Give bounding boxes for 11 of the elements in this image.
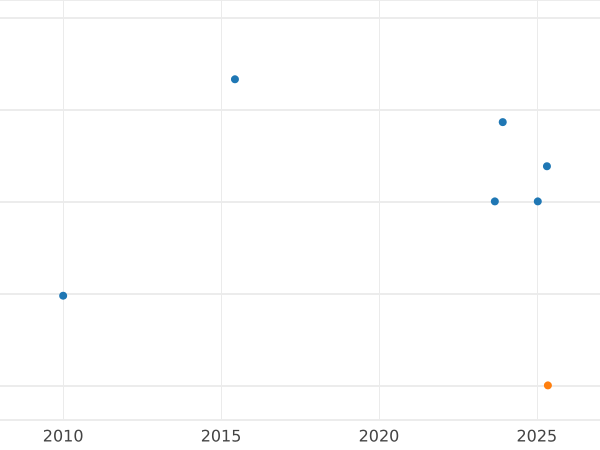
x-tick-label: 2015	[200, 426, 242, 446]
x-tick-label: 2025	[516, 426, 558, 446]
point	[544, 381, 552, 390]
x-tick-label: 2020	[358, 426, 400, 446]
point	[230, 75, 239, 84]
x-tick-label: 2010	[42, 426, 84, 446]
point	[498, 118, 507, 126]
point	[534, 197, 542, 206]
point	[490, 197, 499, 206]
point	[542, 162, 551, 170]
point	[59, 292, 68, 300]
